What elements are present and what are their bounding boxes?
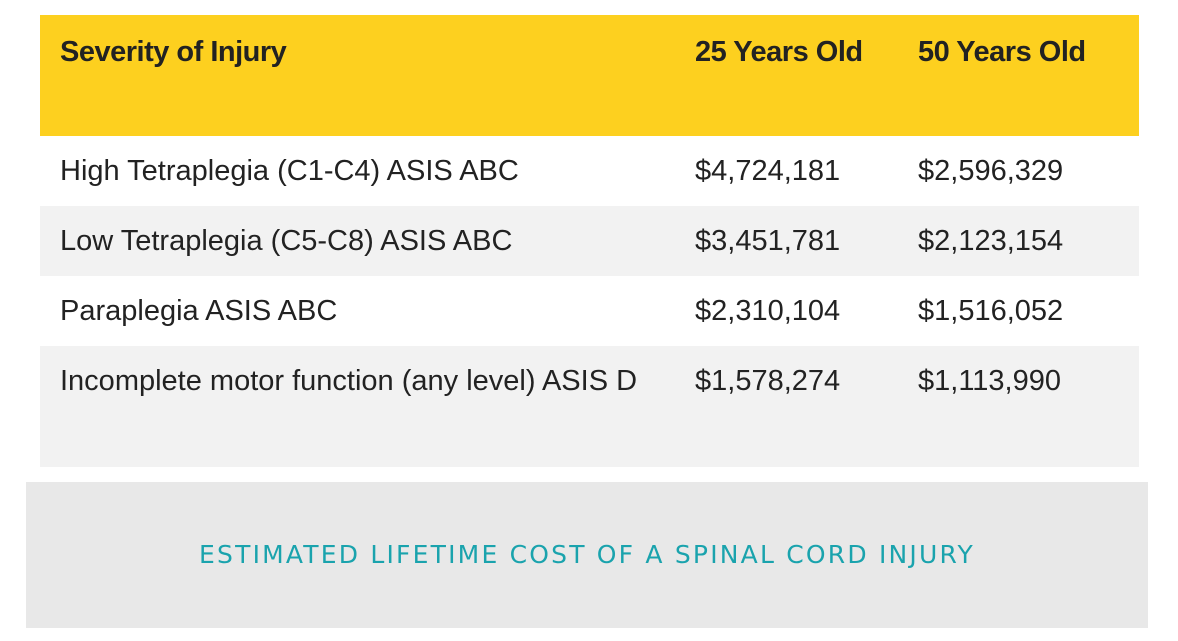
caption-box: ESTIMATED LIFETIME COST OF A SPINAL CORD…: [26, 482, 1148, 628]
table-header: Severity of Injury 25 Years Old 50 Years…: [40, 15, 1139, 136]
table-body: High Tetraplegia (C1-C4) ASIS ABC $4,724…: [40, 136, 1139, 467]
table-row: High Tetraplegia (C1-C4) ASIS ABC $4,724…: [40, 136, 1139, 206]
severity-cell: High Tetraplegia (C1-C4) ASIS ABC: [60, 155, 519, 187]
table-row: Incomplete motor function (any level) AS…: [40, 346, 1139, 467]
severity-cell: Low Tetraplegia (C5-C8) ASIS ABC: [60, 225, 513, 257]
header-25-years: 25 Years Old: [695, 36, 863, 68]
header-severity: Severity of Injury: [60, 36, 287, 68]
cost-50-cell: $1,113,990: [918, 365, 1061, 397]
cost-50-cell: $2,123,154: [918, 225, 1064, 257]
table-row: Low Tetraplegia (C5-C8) ASIS ABC $3,451,…: [40, 206, 1139, 276]
severity-cell: Paraplegia ASIS ABC: [60, 295, 338, 327]
lifetime-cost-table: Severity of Injury 25 Years Old 50 Years…: [40, 15, 1139, 467]
cost-25-cell: $4,724,181: [695, 155, 841, 187]
cost-50-cell: $1,516,052: [918, 295, 1064, 327]
cost-50-cell: $2,596,329: [918, 155, 1064, 187]
cost-25-cell: $2,310,104: [695, 295, 841, 327]
severity-cell: Incomplete motor function (any level) AS…: [60, 365, 638, 397]
cost-25-cell: $1,578,274: [695, 365, 841, 397]
cost-25-cell: $3,451,781: [695, 225, 841, 257]
table-caption: ESTIMATED LIFETIME COST OF A SPINAL CORD…: [199, 540, 975, 569]
header-50-years: 50 Years Old: [918, 36, 1086, 68]
table-row: Paraplegia ASIS ABC $2,310,104 $1,516,05…: [40, 276, 1139, 346]
header-row: Severity of Injury 25 Years Old 50 Years…: [40, 15, 1139, 136]
